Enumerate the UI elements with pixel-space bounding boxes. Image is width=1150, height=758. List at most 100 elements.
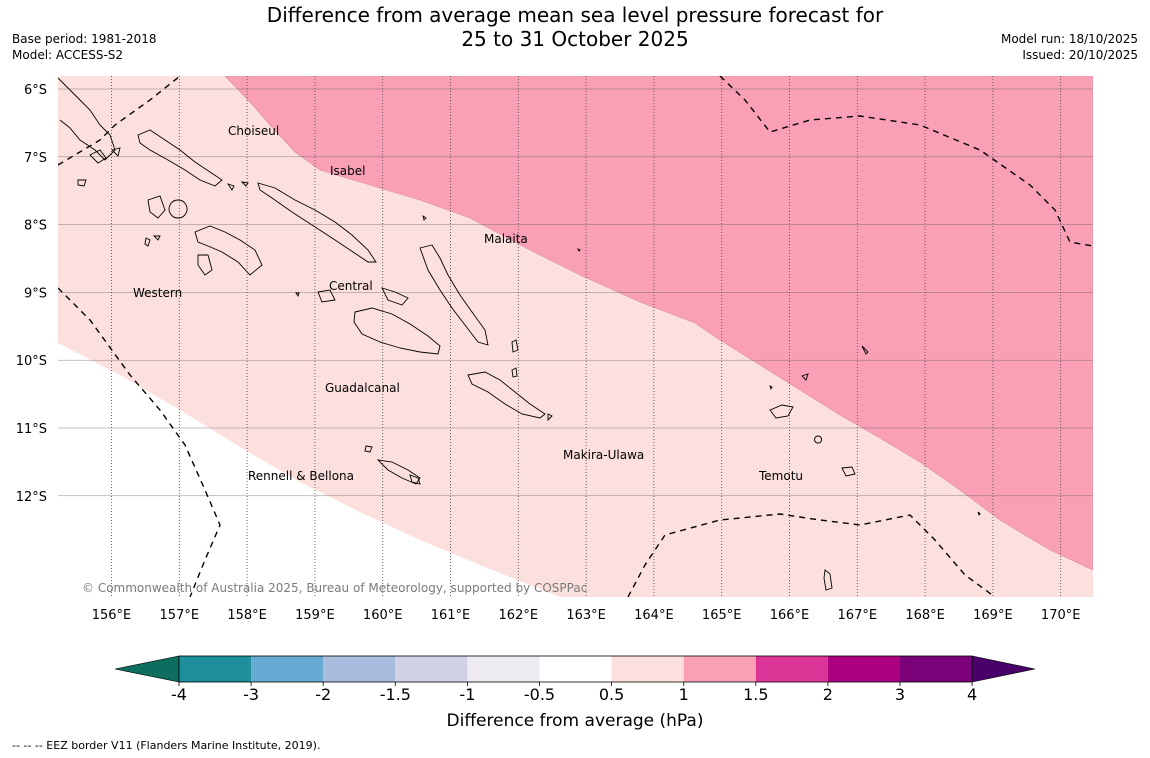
title-line-1: Difference from average mean sea level p… [266,3,884,27]
colorbar-swatch [900,656,973,682]
longitude-label: 169°E [973,608,1013,623]
colorbar-swatch [179,656,252,682]
longitude-label: 158°E [227,608,267,623]
island-duff [861,345,869,355]
colorbar-outline [178,655,973,683]
latitude-label: 6°S [24,83,47,98]
island-newgeorgia [194,225,263,276]
longitude-labels: 156°E 157°E 158°E 159°E 160°E 161°E 162°E 163°E… [92,608,1081,623]
copyright-notice: © Commonwealth of Australia 2025, Bureau… [82,581,587,595]
coastlines [58,77,981,591]
island-kolombangara [168,199,188,219]
longitude-label: 162°E [499,608,539,623]
colorbar-swatch [755,656,828,682]
colorbar-tick-label: 3 [895,685,905,704]
latitude-label: 8°S [24,219,47,234]
island-shortland2 [111,147,121,157]
island-treasury [77,179,87,187]
colorbar-tick-label: -2 [315,685,331,704]
colorbar-swatch [395,656,468,682]
island-rennell [376,459,421,485]
eez-border-west [58,287,221,597]
band-1-to-1-5 [224,76,1093,571]
place-label-western: Western [133,286,182,300]
colorbar-tick-label: 4 [967,685,977,704]
island-reefs [801,373,809,381]
longitude-label: 159°E [295,608,335,623]
latitude-label: 10°S [16,354,47,369]
island-rendova [197,254,213,276]
island-tikopia [823,569,833,591]
colorbar: -4 -3 -2 -1.5 -1 -0.5 0.5 1 1.5 2 3 4 [114,655,1036,704]
island-isabel [257,182,377,263]
island-shortland [89,149,107,164]
colorbar-tick-label: 0.5 [599,685,624,704]
colorbar-tick-label: 2 [823,685,833,704]
meta-left: Base period: 1981-2018 Model: ACCESS-S2 [12,31,157,63]
island-guadalcanal [353,307,441,355]
island-santacruz [769,404,794,419]
colorbar-tick-label: -0.5 [524,685,555,704]
island-bellona-small [409,474,421,485]
longitude-label: 157°E [160,608,200,623]
latitude-labels: 6°S 7°S 8°S 9°S 10°S 11°S 12°S [16,83,47,505]
colorbar-extend-high [971,655,1036,683]
colorbar-tick-label: -1.5 [380,685,411,704]
eez-border-south [627,513,996,597]
eez-footnote: -- -- -- EEZ border V11 (Flanders Marine… [12,739,321,752]
colorbar-tick-label: -4 [171,685,187,704]
longitude-label: 160°E [363,608,403,623]
eez-border-east [719,76,1093,247]
place-label-guadalcanal: Guadalcanal [325,381,400,395]
island-makira [467,371,546,419]
colorbar-swatch [539,656,612,682]
base-period: Base period: 1981-2018 [12,32,157,46]
colorbar-title: Difference from average (hPa) [447,711,704,731]
island-savo [295,292,300,298]
latitude-label: 7°S [24,151,47,166]
colorbar-tick-label: 1 [679,685,689,704]
island-russell [317,289,336,303]
latitude-label: 12°S [16,490,47,505]
eez-border-north [58,76,181,166]
latitude-label: 11°S [16,422,47,437]
colorbar-swatch [251,656,324,682]
island-ugi [547,413,553,422]
place-label-makira-ulawa: Makira-Ulawa [563,448,644,462]
longitude-label: 170°E [1041,608,1081,623]
place-label-central: Central [329,279,373,293]
island-sikaiana [576,247,581,252]
chart-title: Difference from average mean sea level p… [0,3,1150,51]
issued-date: Issued: 20/10/2025 [1022,48,1138,62]
colorbar-swatch [323,656,396,682]
island-smallmalaita [511,339,519,353]
colorbar-extend-low [114,655,180,683]
place-labels: Choiseul Isabel Malaita Western Central … [133,124,803,483]
island-florida [381,287,409,306]
colorbar-swatch [467,656,540,682]
place-label-choiseul: Choiseul [228,124,279,138]
colorbar-swatch [827,656,900,682]
longitude-label: 166°E [770,608,810,623]
pressure-anomaly-fill [58,76,1093,597]
island-anuta [769,385,773,391]
island-ontongjava [422,214,427,221]
island-bellona [364,445,373,453]
model-run: Model run: 18/10/2025 [1000,32,1138,46]
graticule [58,76,1093,597]
island-vanikoro [841,466,856,477]
island-isabel-west [240,181,249,187]
island-ulawa [511,367,518,378]
place-label-isabel: Isabel [330,164,365,178]
place-label-malaita: Malaita [484,232,528,246]
island-utupua [814,435,822,444]
island-vella [147,195,166,219]
island-malaita [419,244,489,346]
island-fataka [977,511,981,516]
island-choiseul-east [226,183,235,191]
latitude-label: 9°S [24,286,47,301]
longitude-label: 156°E [92,608,132,623]
island-choiseul [137,129,223,187]
title-line-2: 25 to 31 October 2025 [461,27,689,51]
longitude-label: 164°E [634,608,674,623]
